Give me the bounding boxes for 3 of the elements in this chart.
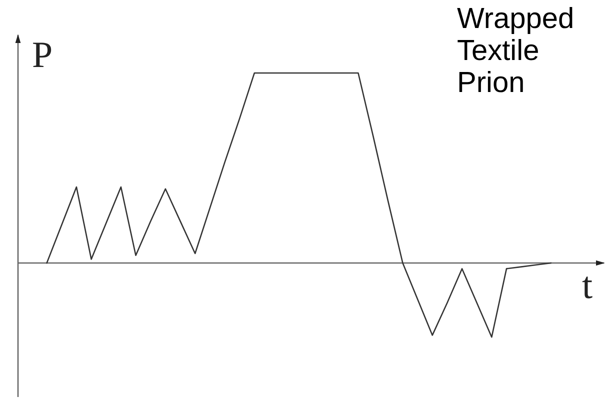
x-axis-title: t bbox=[582, 265, 593, 307]
chart-title: Wrapped Textile Prion bbox=[457, 3, 574, 99]
y-axis-title: P bbox=[32, 35, 53, 76]
